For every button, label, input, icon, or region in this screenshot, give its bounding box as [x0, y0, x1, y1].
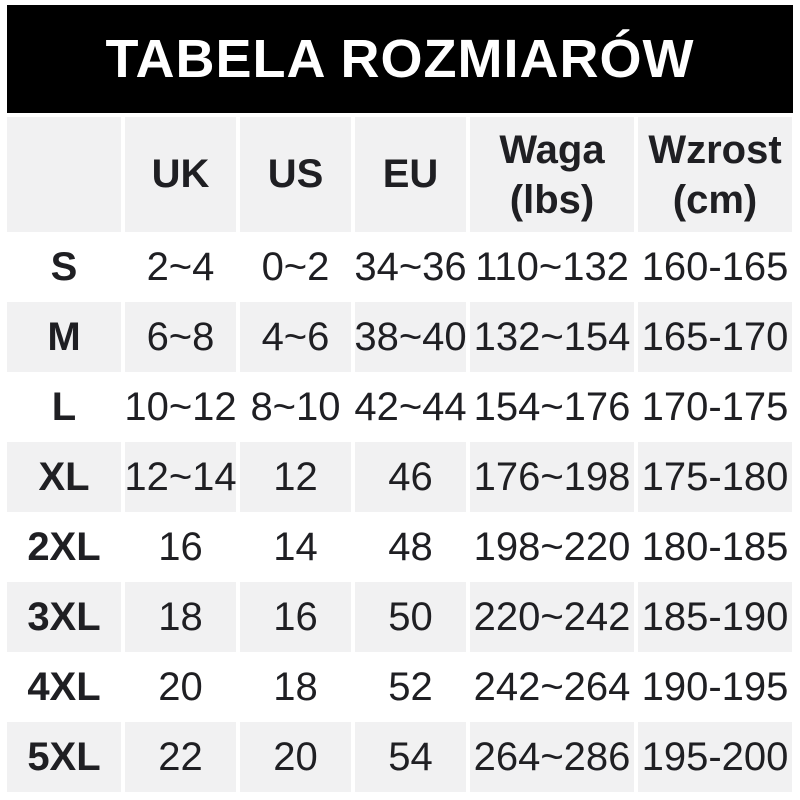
eu-cell: 54	[355, 722, 466, 792]
wzrost-cell: 180-185	[638, 512, 792, 582]
uk-cell: 16	[125, 512, 236, 582]
waga-cell: 176~198	[470, 442, 634, 512]
size-cell: M	[7, 302, 121, 372]
page-title: TABELA ROZMIARÓW	[7, 5, 793, 113]
eu-cell: 42~44	[355, 372, 466, 442]
us-cell: 18	[240, 652, 351, 722]
waga-cell: 242~264	[470, 652, 634, 722]
us-cell: 16	[240, 582, 351, 652]
waga-cell: 110~132	[470, 232, 634, 302]
wzrost-cell: 175-180	[638, 442, 792, 512]
wzrost-cell: 165-170	[638, 302, 792, 372]
uk-column-header: UK	[125, 117, 236, 232]
uk-cell: 10~12	[125, 372, 236, 442]
us-cell: 20	[240, 722, 351, 792]
size-cell: 4XL	[7, 652, 121, 722]
eu-cell: 38~40	[355, 302, 466, 372]
size-cell: 5XL	[7, 722, 121, 792]
size-cell: XL	[7, 442, 121, 512]
wzrost-unit: (cm)	[672, 177, 758, 222]
waga-cell: 132~154	[470, 302, 634, 372]
us-cell: 4~6	[240, 302, 351, 372]
eu-cell: 52	[355, 652, 466, 722]
uk-cell: 6~8	[125, 302, 236, 372]
size-cell: 3XL	[7, 582, 121, 652]
wzrost-cell: 170-175	[638, 372, 792, 442]
uk-cell: 18	[125, 582, 236, 652]
us-cell: 12	[240, 442, 351, 512]
wzrost-cell: 160-165	[638, 232, 792, 302]
wzrost-cell: 195-200	[638, 722, 792, 792]
size-table: UK US EU Waga (lbs) Wzrost (cm) S 2~4 0~…	[7, 117, 792, 792]
uk-cell: 2~4	[125, 232, 236, 302]
waga-column-header: Waga (lbs)	[470, 117, 634, 232]
wzrost-cell: 185-190	[638, 582, 792, 652]
waga-cell: 220~242	[470, 582, 634, 652]
eu-column-header: EU	[355, 117, 466, 232]
wzrost-label: Wzrost	[648, 127, 782, 172]
eu-cell: 48	[355, 512, 466, 582]
us-cell: 0~2	[240, 232, 351, 302]
uk-cell: 22	[125, 722, 236, 792]
waga-cell: 154~176	[470, 372, 634, 442]
wzrost-column-header: Wzrost (cm)	[638, 117, 792, 232]
size-column-header	[7, 117, 121, 232]
size-cell: 2XL	[7, 512, 121, 582]
eu-cell: 34~36	[355, 232, 466, 302]
waga-cell: 198~220	[470, 512, 634, 582]
eu-cell: 46	[355, 442, 466, 512]
us-column-header: US	[240, 117, 351, 232]
waga-cell: 264~286	[470, 722, 634, 792]
eu-cell: 50	[355, 582, 466, 652]
waga-unit: (lbs)	[509, 177, 595, 222]
size-cell: L	[7, 372, 121, 442]
uk-cell: 12~14	[125, 442, 236, 512]
uk-cell: 20	[125, 652, 236, 722]
wzrost-cell: 190-195	[638, 652, 792, 722]
us-cell: 8~10	[240, 372, 351, 442]
us-cell: 14	[240, 512, 351, 582]
size-cell: S	[7, 232, 121, 302]
waga-label: Waga	[499, 127, 605, 172]
